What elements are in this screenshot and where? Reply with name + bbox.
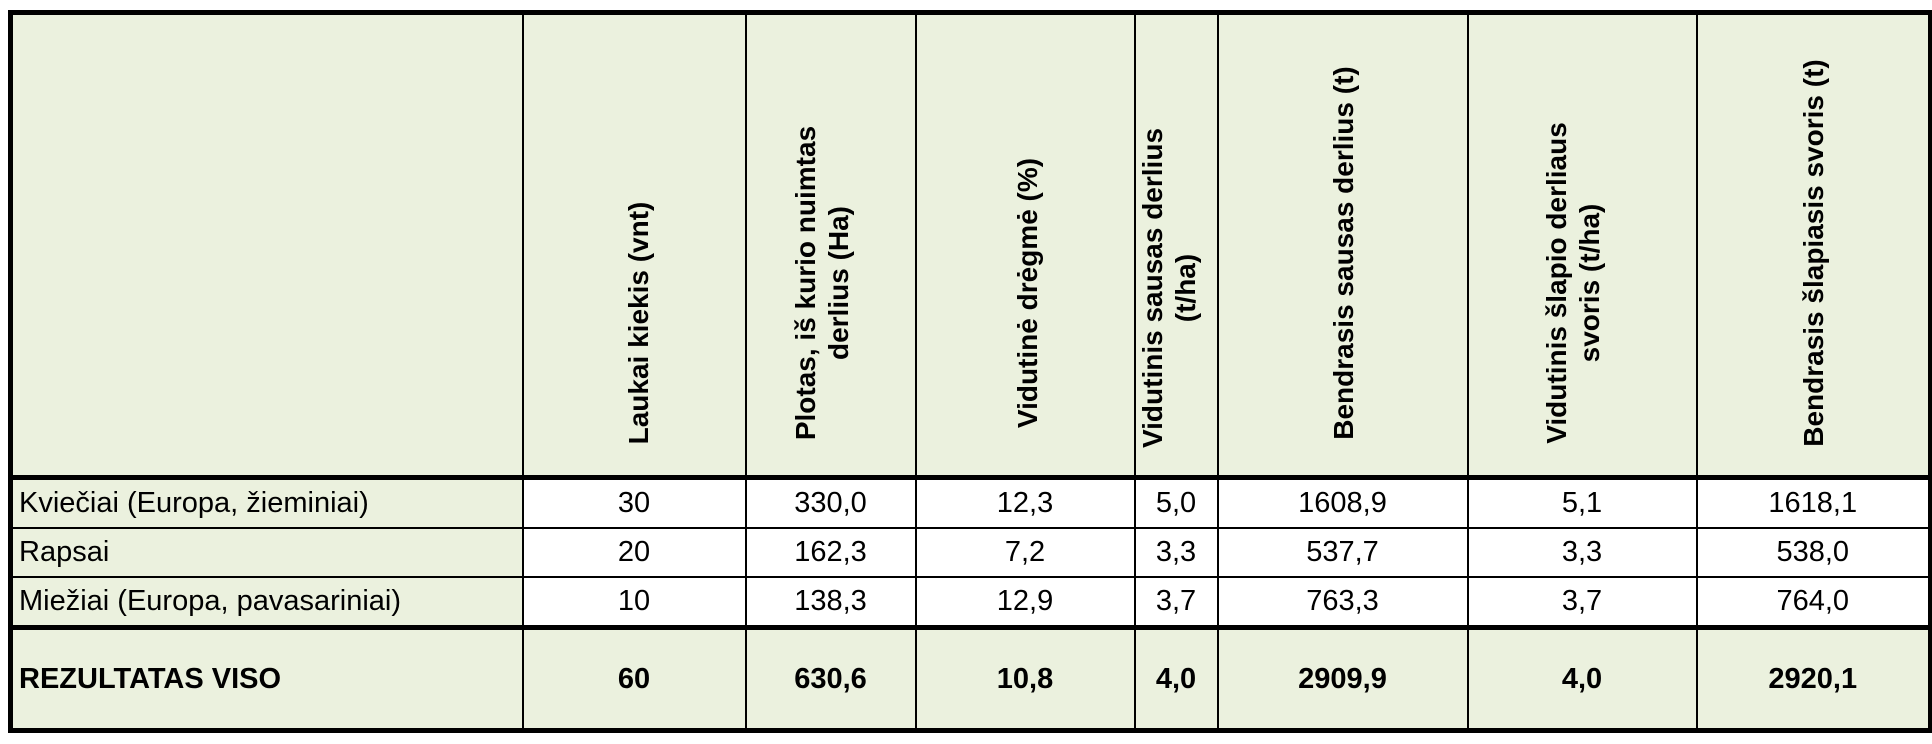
harvest-summary-table: Laukai kiekis (vnt) Plotas, iš kurio nui… (8, 10, 1932, 733)
row-total-wet-weight: 1618,1 (1695, 475, 1932, 529)
header-total-wet-weight-label: Bendrasis šlapiasis svoris (t) (1797, 59, 1829, 447)
table-row: Miežiai (Europa, pavasariniai) 10 138,3 … (9, 576, 1932, 629)
row-crop-name: Miežiai (Europa, pavasariniai) (9, 576, 524, 629)
row-crop-name: Rapsai (9, 527, 524, 578)
header-total-dry-yield-label: Bendrasis sausas derlius (t) (1327, 66, 1359, 440)
row-avg-dry-yield: 5,0 (1133, 475, 1219, 529)
row-avg-wet-weight: 5,1 (1466, 475, 1698, 529)
row-harvested-area: 162,3 (744, 527, 917, 578)
total-fields-count: 60 (521, 625, 747, 732)
header-avg-dry-yield: Vidutinis sausas derlius (t/ha) (1133, 11, 1219, 479)
row-harvested-area: 330,0 (744, 475, 917, 529)
row-fields-count: 10 (521, 576, 747, 629)
header-total-wet-weight: Bendrasis šlapiasis svoris (t) (1695, 11, 1932, 479)
row-harvested-area: 138,3 (744, 576, 917, 629)
total-avg-wet-weight: 4,0 (1466, 625, 1698, 732)
row-fields-count: 30 (521, 475, 747, 529)
header-row: Laukai kiekis (vnt) Plotas, iš kurio nui… (9, 11, 1932, 479)
header-total-dry-yield: Bendrasis sausas derlius (t) (1216, 11, 1469, 479)
row-total-dry-yield: 537,7 (1216, 527, 1469, 578)
table-row: Rapsai 20 162,3 7,2 3,3 537,7 3,3 538,0 (9, 527, 1932, 578)
row-avg-moisture: 12,3 (914, 475, 1136, 529)
header-avg-moisture: Vidutinė drėgmė (%) (914, 11, 1136, 479)
row-total-wet-weight: 764,0 (1695, 576, 1932, 629)
table-row: Kviečiai (Europa, žieminiai) 30 330,0 12… (9, 475, 1932, 529)
header-harvested-area: Plotas, iš kurio nuimtas derlius (Ha) (744, 11, 917, 479)
header-avg-moisture-label: Vidutinė drėgmė (%) (1012, 157, 1043, 429)
header-fields-count-label: Laukai kiekis (vnt) (623, 201, 654, 445)
row-avg-dry-yield: 3,7 (1133, 576, 1219, 629)
row-avg-moisture: 12,9 (914, 576, 1136, 629)
row-total-dry-yield: 763,3 (1216, 576, 1469, 629)
total-total-dry-yield: 2909,9 (1216, 625, 1469, 732)
total-row: REZULTATAS VISO 60 630,6 10,8 4,0 2909,9… (9, 625, 1932, 732)
total-label: REZULTATAS VISO (9, 625, 524, 732)
row-avg-dry-yield: 3,3 (1133, 527, 1219, 578)
header-fields-count: Laukai kiekis (vnt) (521, 11, 747, 479)
header-empty-corner (9, 11, 524, 479)
row-avg-wet-weight: 3,3 (1466, 527, 1698, 578)
header-avg-wet-weight-label: Vidutinis šlapio derliaus svoris (t/ha) (1541, 122, 1605, 444)
total-harvested-area: 630,6 (744, 625, 917, 732)
row-avg-moisture: 7,2 (914, 527, 1136, 578)
total-avg-dry-yield: 4,0 (1133, 625, 1219, 732)
row-total-dry-yield: 1608,9 (1216, 475, 1469, 529)
row-avg-wet-weight: 3,7 (1466, 576, 1698, 629)
row-crop-name: Kviečiai (Europa, žieminiai) (9, 475, 524, 529)
total-total-wet-weight: 2920,1 (1695, 625, 1932, 732)
header-avg-dry-yield-label: Vidutinis sausas derlius (t/ha) (1137, 127, 1201, 449)
total-avg-moisture: 10,8 (914, 625, 1136, 732)
header-avg-wet-weight: Vidutinis šlapio derliaus svoris (t/ha) (1466, 11, 1698, 479)
header-harvested-area-label: Plotas, iš kurio nuimtas derlius (Ha) (789, 125, 854, 441)
row-fields-count: 20 (521, 527, 747, 578)
row-total-wet-weight: 538,0 (1695, 527, 1932, 578)
